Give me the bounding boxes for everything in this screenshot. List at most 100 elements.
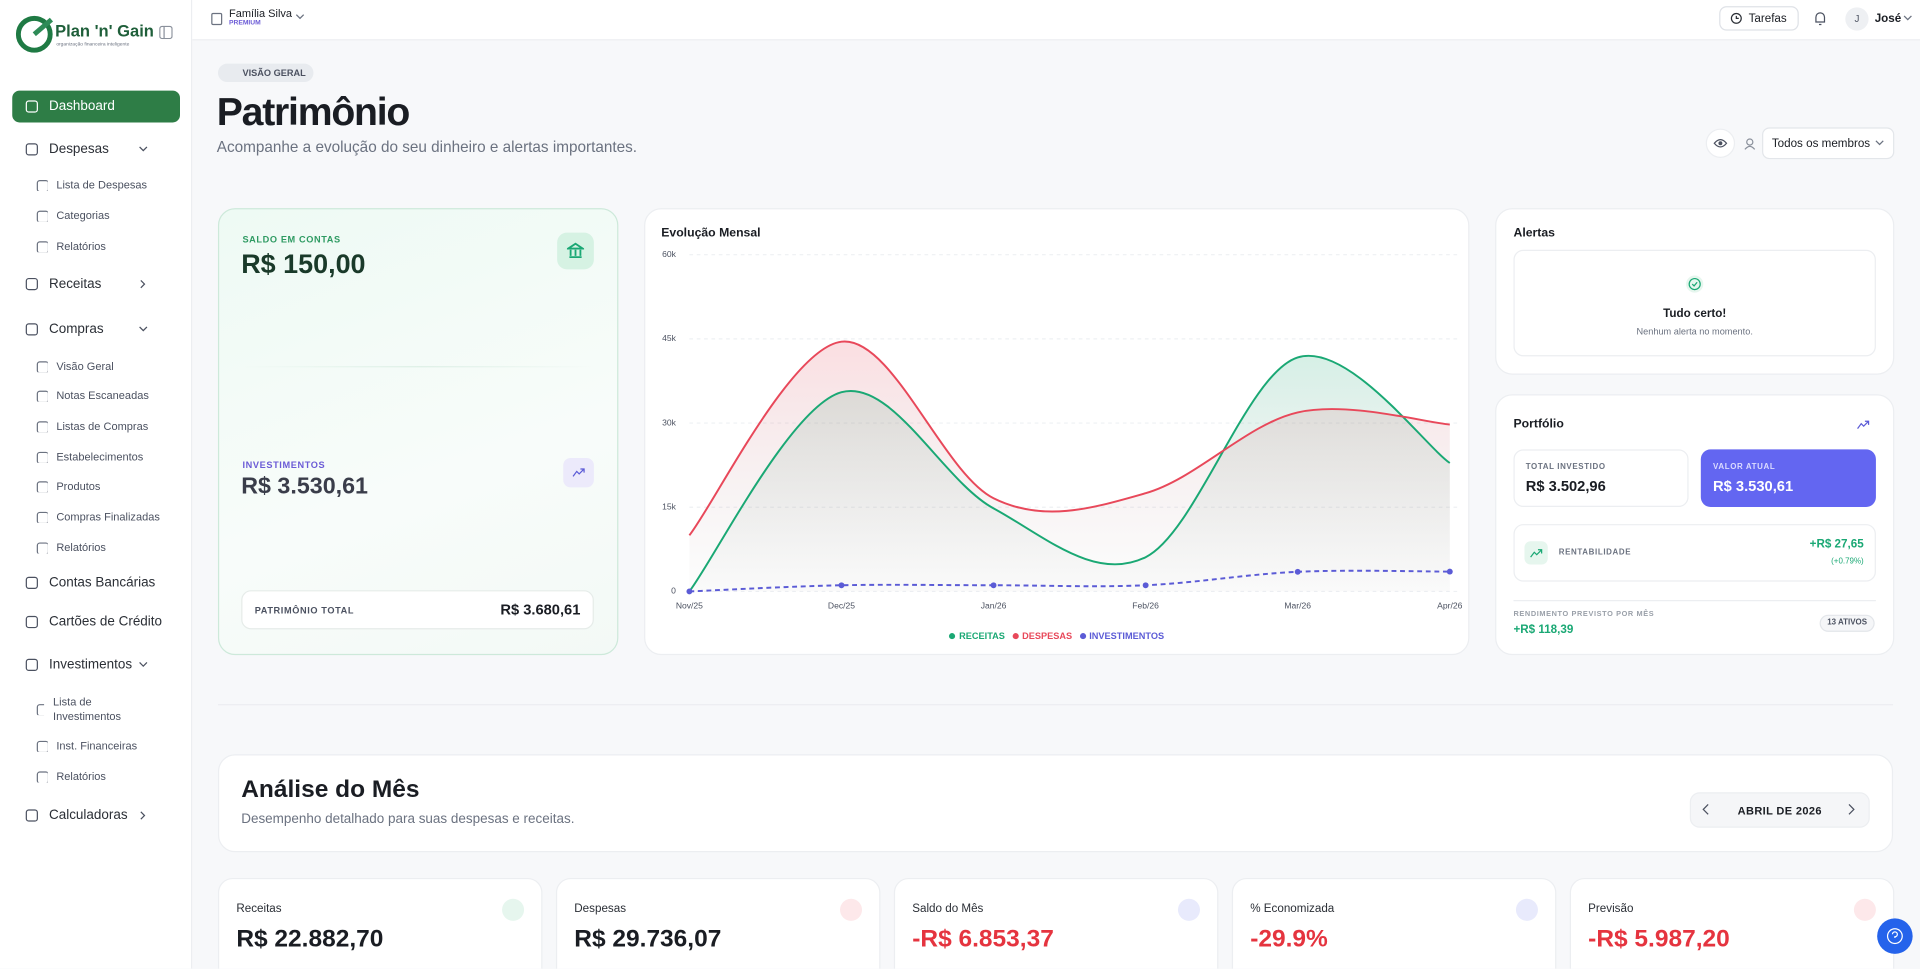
nav-icon-shape: [36, 390, 48, 402]
nav-label: Receitas: [48, 276, 102, 292]
return-value: +R$ 27,65: [1809, 537, 1864, 552]
eye-icon: [1713, 138, 1728, 148]
nav-subitem[interactable]: Produtos: [36, 480, 101, 493]
nav-subitem[interactable]: Categorias: [36, 209, 110, 222]
kpi-card: Receitas R$ 22.882,70: [217, 877, 543, 969]
nav-item[interactable]: Calculadoras: [12, 800, 180, 832]
legend-label: DESPESAS: [1022, 630, 1073, 642]
nav-subitem[interactable]: Relatórios: [36, 541, 106, 554]
nav-sublabel: Relatórios: [56, 541, 106, 554]
x-tick-label: Apr/26: [1437, 601, 1462, 611]
nav-icon: [36, 451, 48, 463]
nav-item[interactable]: Contas Bancárias: [12, 567, 180, 599]
legend-swatch: [1079, 633, 1086, 640]
y-tick-label: 0: [671, 586, 676, 596]
chevron-path: [139, 662, 148, 667]
monthly-value: +R$ 118,39: [1513, 623, 1574, 637]
legend-label: INVESTIMENTOS: [1089, 630, 1165, 642]
return-icon: [1524, 541, 1548, 565]
workspace-name[interactable]: Família Silva: [228, 7, 293, 20]
kpi-card: % Economizada -29.9%: [1231, 877, 1557, 969]
series-marker: [838, 582, 845, 589]
page-title: Patrimônio: [216, 89, 411, 134]
x-tick-label: Jan/26: [981, 601, 1007, 611]
nav-sublabel: Produtos: [56, 480, 101, 493]
nav-chevron: [139, 326, 148, 332]
nav-subitem[interactable]: Lista de Investimentos: [36, 694, 134, 723]
legend-swatch: [949, 633, 956, 640]
user-chevron: [1903, 15, 1912, 21]
nav-icon: [25, 100, 38, 113]
nav-sublabel: Inst. Financeiras: [56, 739, 138, 752]
return-pct: (+0.79%): [1831, 557, 1864, 566]
tasks-button[interactable]: [1719, 6, 1799, 31]
nav-icon: [25, 615, 38, 629]
nav-icon: [25, 658, 38, 672]
total-value: R$ 3.680,61: [500, 601, 581, 619]
tasks-icon: [1730, 12, 1742, 24]
chart: 0 15k 30k 45k 60k Nov/25 Dec/25 Jan/26 Feb/26 Mar…: [662, 249, 1463, 611]
members-filter-label: Todos os membros: [1771, 137, 1871, 151]
nav-icon-shape: [25, 100, 38, 113]
x-tick-label: Mar/26: [1284, 601, 1311, 611]
nav-item[interactable]: Despesas: [12, 133, 180, 165]
series-marker: [1446, 568, 1453, 575]
nav-subitem[interactable]: Inst. Financeiras: [36, 739, 138, 752]
collapse-button[interactable]: [159, 25, 173, 40]
nav-icon: [25, 576, 38, 589]
analysis-title: Análise do Mês: [241, 776, 420, 804]
nav-subitem[interactable]: Notas Escaneadas: [36, 389, 149, 402]
kpi-label: Despesas: [574, 902, 627, 916]
nav-sublabel: Compras Finalizadas: [56, 510, 160, 523]
nav-item[interactable]: Investimentos: [12, 649, 180, 681]
topbar: [192, 0, 1920, 41]
nav-subitem[interactable]: Visão Geral: [36, 360, 114, 373]
nav-label: Investimentos: [48, 657, 133, 673]
next-month[interactable]: [1847, 803, 1857, 815]
nav-icon: [36, 241, 48, 253]
nav-icon-shape: [25, 809, 38, 822]
members-filter[interactable]: [1762, 127, 1895, 160]
workspace-plan: PREMIUM: [228, 19, 261, 27]
legend: RECEITAS DESPESAS INVESTIMENTOS: [644, 631, 1469, 642]
y-tick-label: 15k: [662, 502, 677, 512]
notifications[interactable]: [1813, 11, 1826, 26]
check-icon: [1686, 275, 1704, 293]
avatar[interactable]: J: [1845, 7, 1869, 31]
prev-month[interactable]: [1701, 803, 1711, 815]
nav-subitem[interactable]: Compras Finalizadas: [36, 511, 160, 523]
nav-item[interactable]: Dashboard: [12, 90, 181, 123]
members-icon: [1744, 138, 1756, 150]
nav-icon: [36, 481, 48, 493]
nav-subitem[interactable]: Relatórios: [36, 240, 106, 253]
nav-item[interactable]: Cartões de Crédito: [12, 606, 180, 638]
nav-subitem[interactable]: Lista de Despesas: [36, 178, 147, 192]
kpi-value: R$ 29.736,07: [574, 925, 722, 953]
kpi-value: R$ 22.882,70: [236, 925, 384, 953]
nav-item[interactable]: Receitas: [12, 268, 180, 300]
series-line: [688, 340, 1450, 536]
logo: [15, 15, 54, 53]
kpi-value: -R$ 6.853,37: [912, 925, 1054, 953]
series-area: [689, 341, 1450, 592]
brand: Plan 'n' Gain: [55, 22, 154, 41]
nav-subitem[interactable]: Listas de Compras: [36, 420, 148, 433]
nav-subitem[interactable]: Estabelecimentos: [36, 450, 144, 463]
y-tick-label: 45k: [662, 333, 677, 343]
series-marker: [990, 582, 997, 589]
chevron-path: [140, 811, 146, 820]
badge-label: VISÃO GERAL: [242, 67, 306, 79]
nav-icon: [25, 143, 38, 156]
kpi-icon: [1853, 898, 1876, 921]
nav-item[interactable]: Compras: [12, 313, 180, 345]
current-label: VALOR ATUAL: [1713, 462, 1776, 472]
nav-icon: [36, 771, 48, 783]
return-glyph: [1530, 549, 1543, 558]
nav-icon: [36, 210, 48, 222]
nav-sublabel: Relatórios: [56, 240, 106, 253]
nav-subitem[interactable]: Relatórios: [36, 770, 106, 783]
nav-icon: [36, 390, 48, 402]
nav-sublabel: Lista de Despesas: [56, 178, 147, 192]
nav-icon-shape: [25, 323, 38, 336]
nav-sublabel: Estabelecimentos: [56, 450, 144, 463]
